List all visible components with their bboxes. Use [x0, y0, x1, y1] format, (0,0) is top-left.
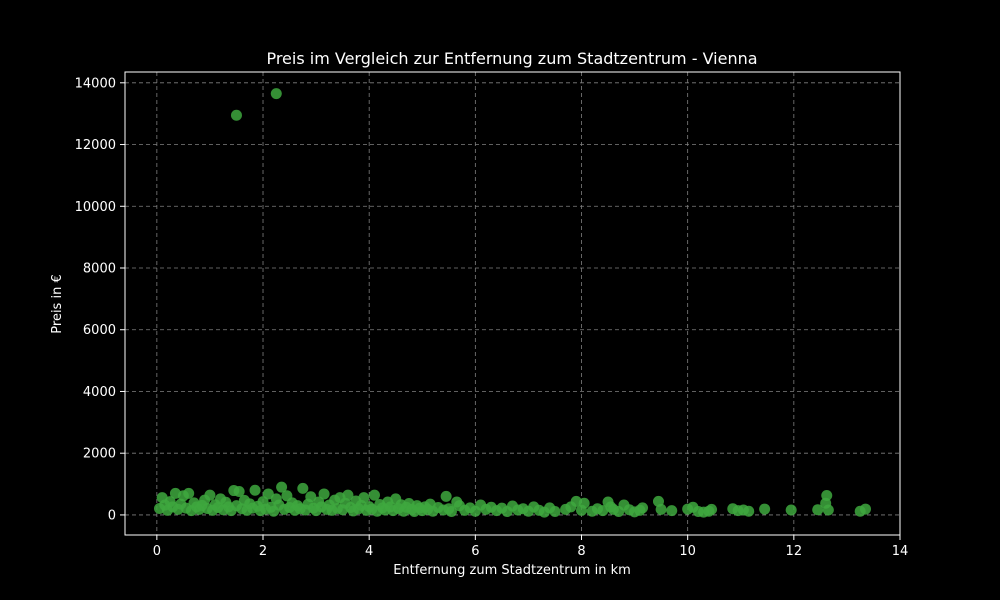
scatter-point: [859, 503, 871, 515]
scatter-point: [297, 482, 309, 494]
scatter-point: [549, 506, 561, 518]
y-tick-label: 4000: [83, 385, 116, 400]
x-tick-label: 10: [679, 544, 696, 559]
scatter-point: [666, 505, 678, 517]
x-tick-label: 6: [471, 544, 479, 559]
x-tick-label: 14: [892, 544, 909, 559]
scatter-point: [445, 506, 457, 518]
scatter-point: [743, 505, 755, 517]
x-tick-label: 0: [153, 544, 161, 559]
scatter-point: [759, 503, 771, 515]
scatter-point: [233, 485, 245, 497]
scatter-points: [154, 88, 871, 518]
y-tick-label: 8000: [83, 262, 116, 277]
scatter-point: [230, 109, 242, 121]
scatter-point: [342, 489, 354, 501]
x-axis-label: Entfernung zum Stadtzentrum in km: [393, 563, 631, 578]
y-tick-label: 14000: [75, 76, 116, 91]
y-tick-label: 12000: [75, 138, 116, 153]
scatter-point: [821, 489, 833, 501]
scatter-point: [822, 504, 834, 516]
scatter-point: [368, 489, 380, 501]
scatter-point: [440, 490, 452, 502]
axes-frame: [124, 71, 901, 536]
x-ticks: 0 2 4 6 8 10 12 14: [153, 535, 909, 559]
scatter-point: [262, 488, 274, 500]
scatter-point: [305, 491, 317, 503]
scatter-point: [204, 489, 216, 501]
scatter-point: [637, 502, 649, 514]
scatter-point: [276, 481, 288, 493]
y-tick-label: 2000: [83, 447, 116, 462]
scatter-point: [249, 484, 261, 496]
x-tick-label: 12: [786, 544, 803, 559]
y-ticks: 0 2000 4000 6000 8000 10000 12000 14000: [75, 76, 125, 523]
x-tick-label: 8: [577, 544, 585, 559]
scatter-point: [183, 487, 195, 499]
chart-title: Preis im Vergleich zur Entfernung zum St…: [266, 49, 757, 68]
scatter-point: [270, 88, 282, 100]
scatter-point: [812, 504, 824, 516]
scatter-point: [655, 503, 667, 515]
scatter-point: [578, 497, 590, 509]
y-axis-label: Preis in €: [50, 274, 65, 333]
x-tick-label: 2: [259, 544, 267, 559]
scatter-point: [785, 504, 797, 516]
scatter-point: [318, 488, 330, 500]
y-tick-label: 0: [108, 508, 116, 523]
x-tick-label: 4: [365, 544, 373, 559]
y-tick-label: 10000: [75, 200, 116, 215]
scatter-point: [358, 492, 370, 504]
y-tick-label: 6000: [83, 323, 116, 338]
scatter-point: [706, 503, 718, 515]
